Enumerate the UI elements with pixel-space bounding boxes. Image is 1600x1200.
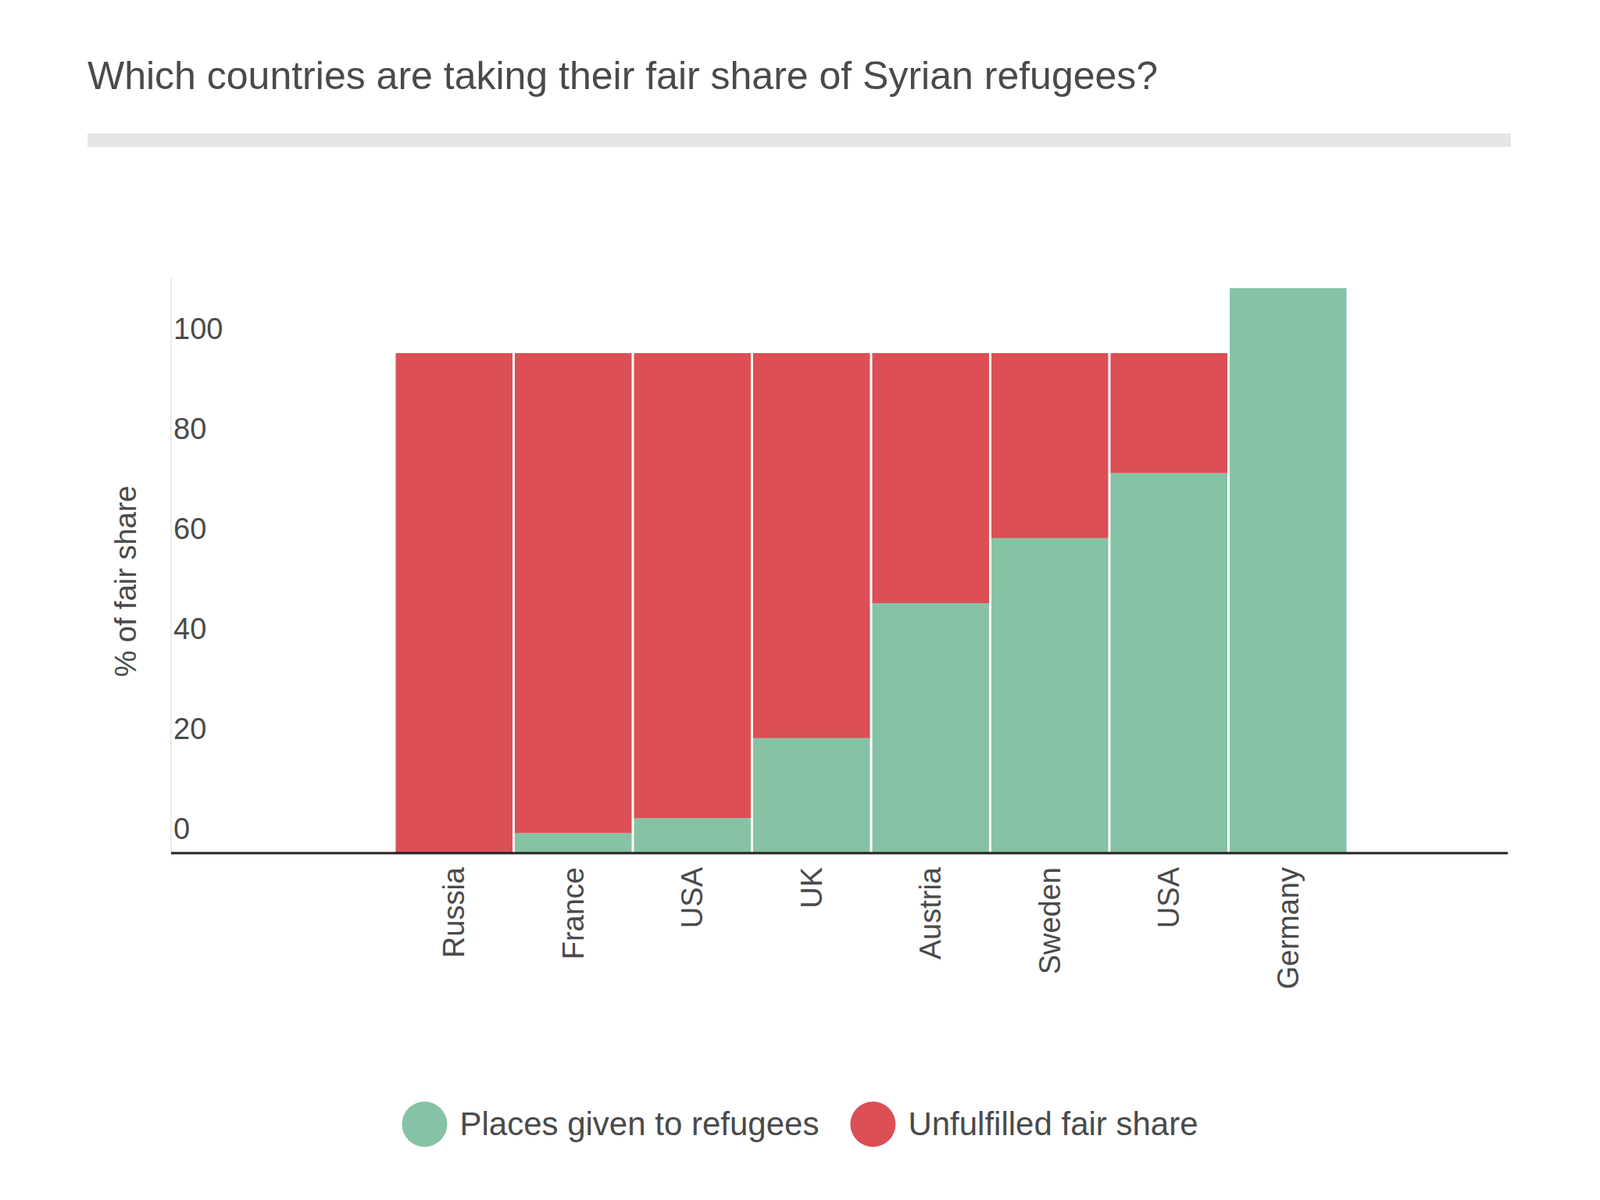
bar [753, 738, 871, 854]
bar [872, 353, 990, 604]
chart: Which countries are taking their fair sh… [0, 0, 1600, 1200]
x-tick-label: USA [1152, 866, 1186, 929]
bar [872, 603, 990, 854]
bar [991, 353, 1109, 539]
legend-swatch [850, 1101, 896, 1147]
bar [753, 353, 871, 739]
bar [1229, 287, 1347, 289]
y-axis-title: % of fair share [109, 485, 143, 678]
bar [1110, 473, 1229, 854]
y-tick-label: 80 [173, 412, 207, 446]
bar [514, 832, 633, 854]
y-tick-label: 60 [173, 512, 207, 546]
legend-swatch [401, 1101, 447, 1147]
x-tick-label: UK [795, 867, 829, 909]
x-tick-label: Austria [914, 866, 947, 960]
title: Which countries are taking their fair sh… [87, 53, 1158, 98]
legend-label: Places given to refugees [459, 1105, 819, 1143]
x-axis-line [171, 852, 1508, 855]
legend: Places given to refugees Unfulfilled fair… [401, 1101, 1198, 1147]
x-tick-label: Russia [437, 866, 471, 958]
x-tick-label: USA [675, 866, 709, 929]
y-tick-label: 100 [173, 312, 223, 346]
bar [396, 353, 514, 854]
x-tick-label: Sweden [1033, 867, 1067, 975]
bar [991, 538, 1109, 854]
x-tick-label: Germany [1271, 867, 1305, 990]
x-tick-label: France [557, 867, 590, 960]
bar [634, 353, 752, 818]
bar [1229, 288, 1347, 854]
bar [514, 353, 633, 833]
title-rule [87, 133, 1511, 147]
bar [1110, 353, 1229, 474]
y-tick-label: 20 [173, 712, 207, 746]
y-tick-label: 40 [173, 612, 207, 646]
legend-label: Unfulfilled fair share [907, 1105, 1198, 1143]
bar [634, 817, 752, 854]
y-axis-line [171, 278, 172, 854]
y-tick-label: 0 [173, 812, 190, 846]
